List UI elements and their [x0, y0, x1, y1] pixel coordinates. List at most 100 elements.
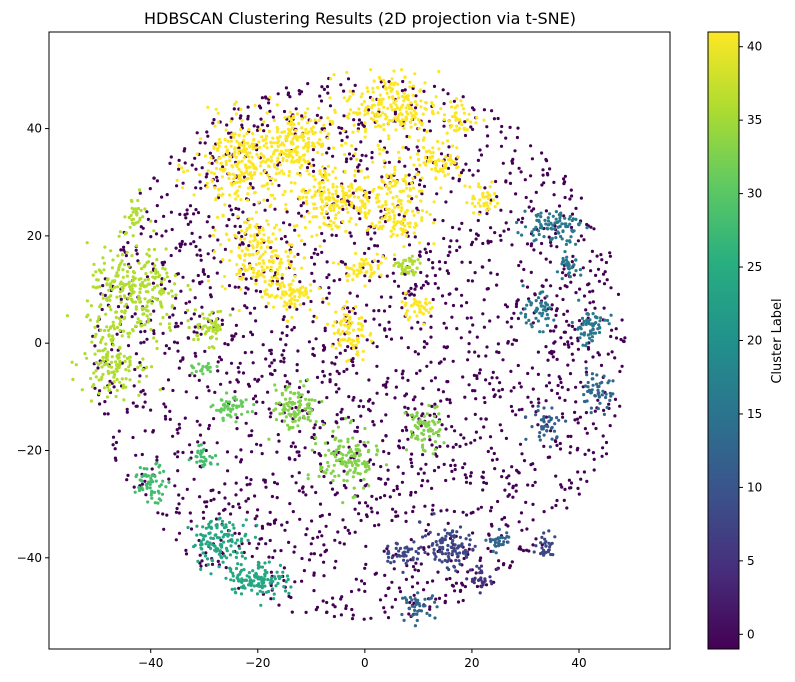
- noise-point: [559, 336, 563, 340]
- noise-point: [485, 125, 489, 129]
- cluster-point: [211, 543, 215, 547]
- cluster-point: [287, 148, 291, 152]
- cluster-point: [134, 207, 138, 211]
- noise-point: [211, 121, 215, 125]
- cluster-point: [421, 448, 425, 452]
- cluster-point: [365, 86, 369, 90]
- cluster-point: [213, 228, 217, 232]
- noise-point: [525, 527, 529, 531]
- cluster-point: [206, 361, 210, 366]
- cluster-point: [70, 360, 74, 364]
- noise-point: [319, 462, 323, 466]
- cluster-point: [410, 107, 414, 111]
- cluster-point: [134, 221, 138, 225]
- noise-point: [552, 180, 556, 184]
- noise-point: [351, 613, 355, 617]
- noise-point: [426, 552, 430, 556]
- cluster-point: [396, 117, 400, 121]
- cluster-point: [323, 453, 327, 457]
- noise-point: [531, 387, 535, 391]
- cluster-point: [281, 273, 285, 277]
- cluster-point: [357, 186, 361, 190]
- noise-point: [267, 407, 271, 411]
- cluster-point: [123, 283, 127, 287]
- cluster-point: [272, 226, 277, 230]
- cluster-point: [204, 526, 208, 530]
- cluster-point: [400, 232, 404, 236]
- noise-point: [429, 379, 434, 383]
- noise-point: [576, 421, 580, 425]
- cluster-point: [91, 273, 95, 277]
- cluster-point: [291, 156, 295, 160]
- cluster-point: [351, 338, 355, 342]
- noise-point: [459, 336, 463, 340]
- cluster-point: [312, 185, 316, 189]
- cluster-point: [363, 195, 367, 199]
- cluster-point: [296, 424, 300, 428]
- noise-point: [453, 589, 457, 593]
- cluster-point: [343, 169, 347, 173]
- cluster-point: [472, 211, 476, 215]
- noise-point: [433, 376, 437, 380]
- noise-point: [569, 481, 574, 485]
- cluster-point: [266, 158, 270, 162]
- cluster-point: [411, 209, 415, 213]
- cluster-point: [229, 578, 233, 582]
- cluster-point: [220, 175, 224, 179]
- noise-point: [520, 279, 524, 283]
- cluster-point: [345, 279, 350, 283]
- cluster-point: [256, 566, 260, 570]
- cluster-point: [296, 412, 300, 416]
- noise-point: [529, 400, 533, 404]
- noise-point: [526, 483, 530, 487]
- cluster-point: [306, 473, 310, 477]
- cluster-point: [360, 92, 364, 96]
- cluster-point: [343, 304, 347, 308]
- noise-point: [322, 87, 326, 91]
- cluster-point: [239, 539, 243, 543]
- cluster-point: [371, 118, 376, 122]
- noise-point: [263, 208, 267, 212]
- cluster-point: [284, 266, 289, 270]
- noise-point: [388, 304, 392, 309]
- cluster-point: [305, 202, 309, 206]
- noise-point: [196, 440, 200, 444]
- noise-point: [441, 390, 445, 394]
- noise-point: [197, 378, 201, 382]
- cluster-point: [238, 185, 242, 189]
- cluster-point: [412, 259, 417, 263]
- noise-point: [432, 84, 437, 88]
- cluster-point: [154, 462, 158, 466]
- noise-point: [333, 362, 337, 366]
- noise-point: [282, 315, 286, 319]
- noise-point: [194, 167, 198, 171]
- noise-point: [442, 236, 446, 241]
- cluster-point: [382, 165, 386, 169]
- cluster-point: [317, 189, 321, 193]
- cluster-point: [157, 497, 161, 501]
- cluster-point: [136, 206, 141, 211]
- noise-point: [331, 154, 335, 158]
- noise-point: [583, 427, 588, 431]
- noise-point: [549, 429, 553, 433]
- cluster-point: [232, 135, 236, 139]
- cluster-point: [138, 466, 142, 470]
- cluster-point: [241, 263, 245, 267]
- cluster-point: [239, 585, 244, 589]
- cluster-point: [285, 303, 289, 307]
- cluster-point: [326, 322, 330, 326]
- cluster-point: [366, 440, 370, 444]
- cluster-point: [309, 118, 313, 123]
- noise-point: [540, 241, 544, 246]
- cluster-point: [345, 99, 349, 103]
- cluster-point: [295, 153, 299, 157]
- cluster-point: [239, 237, 243, 241]
- noise-point: [173, 325, 177, 329]
- cluster-point: [344, 229, 348, 233]
- cluster-point: [99, 271, 103, 275]
- noise-point: [446, 444, 450, 448]
- noise-point: [562, 312, 566, 316]
- noise-point: [488, 382, 492, 386]
- noise-point: [620, 364, 624, 368]
- noise-point: [364, 562, 368, 567]
